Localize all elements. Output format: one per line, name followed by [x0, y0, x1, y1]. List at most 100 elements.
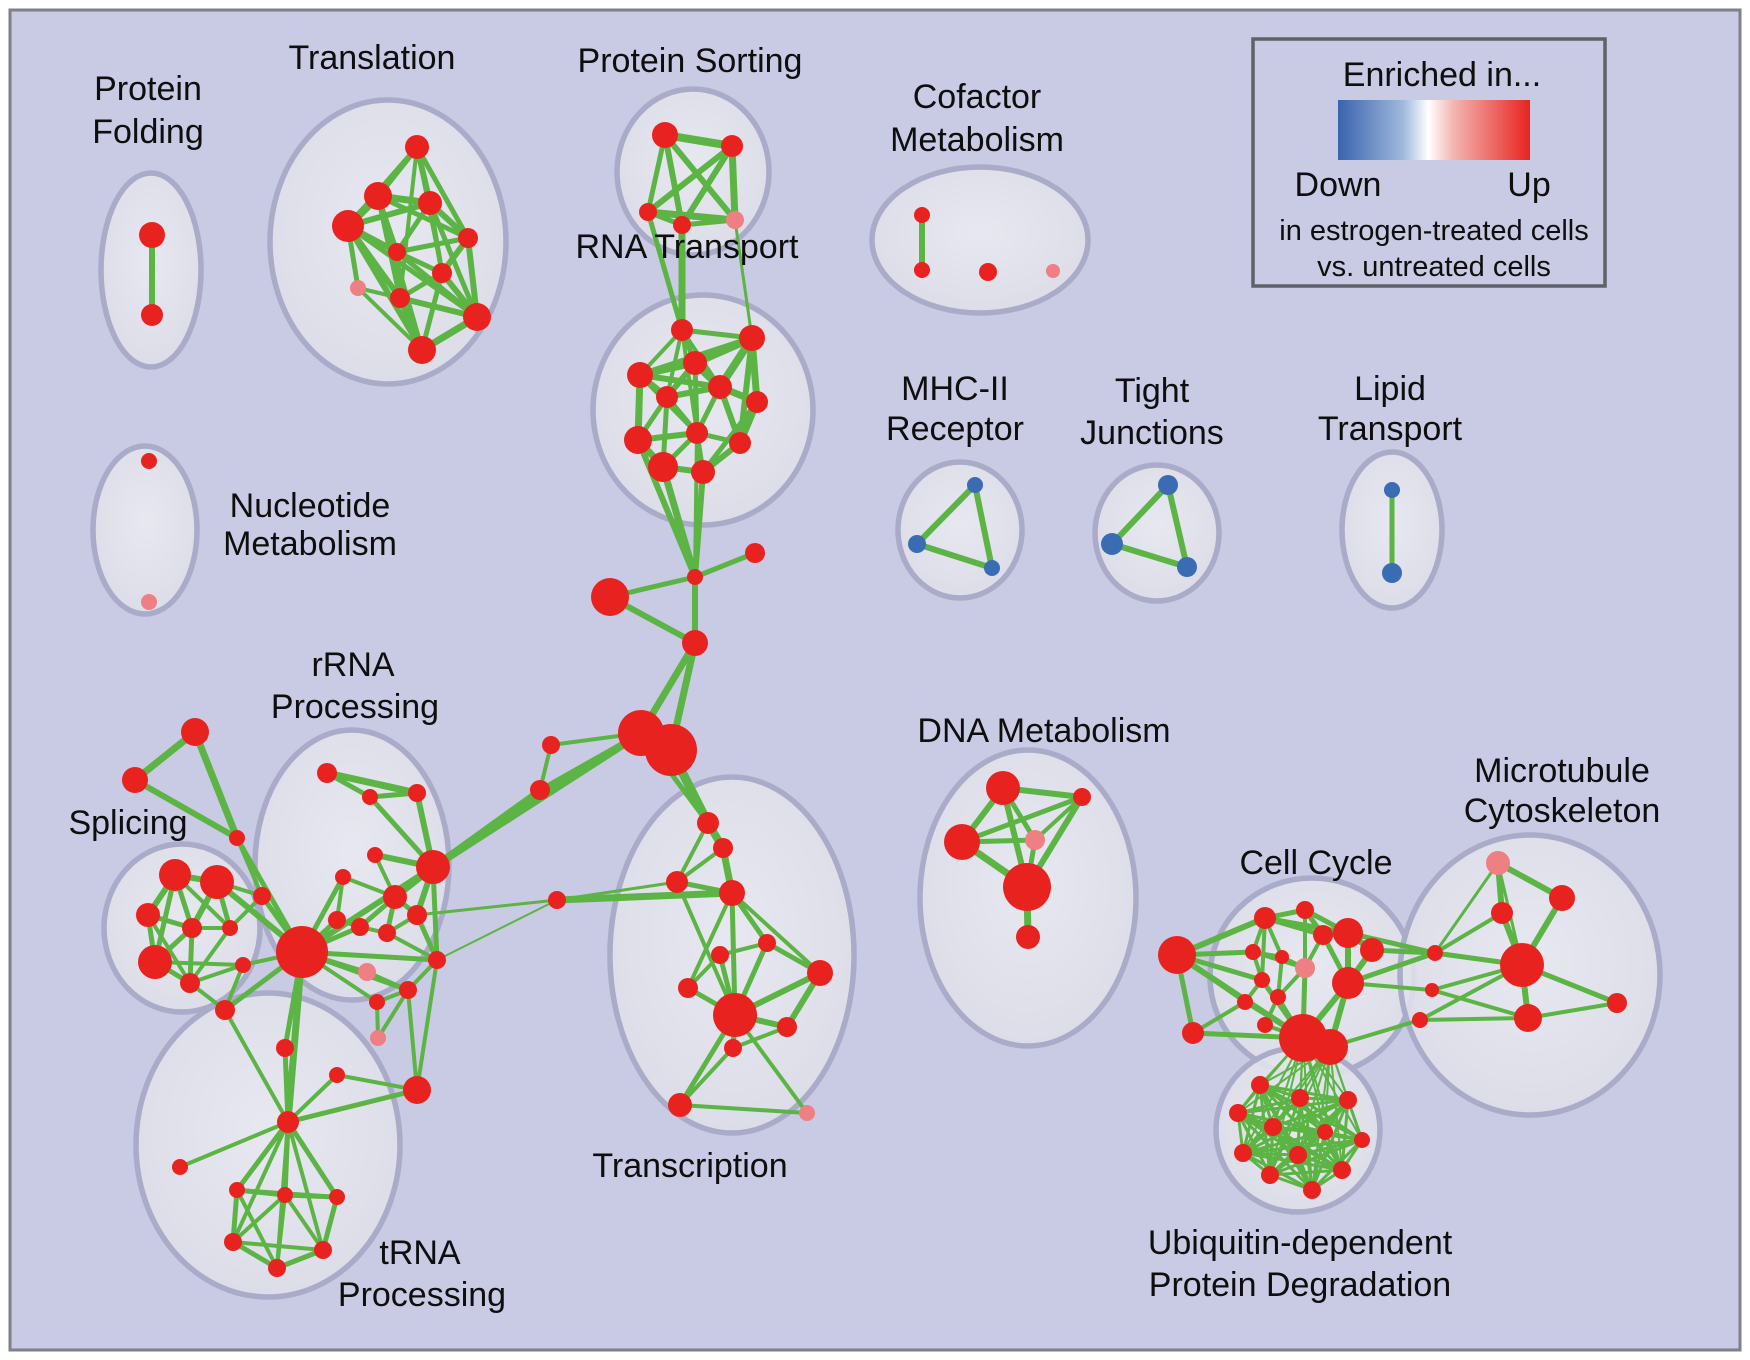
- node-g7: [1245, 944, 1261, 960]
- edge-j1-j3: [1165, 482, 1190, 570]
- node-n8: [268, 1259, 286, 1277]
- edge-q18-q16: [376, 988, 410, 1040]
- edge-m9-c3: [555, 880, 679, 902]
- node-u8: [1425, 983, 1439, 997]
- edge-n1-n3: [234, 1119, 291, 1193]
- node-q14: [428, 951, 446, 969]
- cluster-label-cofactor-metabolism-line2: Metabolism: [890, 121, 1064, 159]
- node-m6: [645, 724, 697, 776]
- node-d4: [1025, 830, 1045, 850]
- cluster-label-dna-metabolism: DNA Metabolism: [917, 712, 1170, 750]
- edge-q11-q14: [385, 931, 439, 962]
- node-u3: [1491, 902, 1513, 924]
- edge-r9-m1: [693, 431, 699, 579]
- edge-c12-c11: [678, 1046, 735, 1107]
- node-n3: [229, 1182, 245, 1198]
- node-g1: [1158, 936, 1196, 974]
- node-h3: [984, 560, 1000, 576]
- cluster-label-nucleotide-metabolism-line1: Nucleotide: [230, 487, 391, 525]
- node-r3: [683, 351, 707, 375]
- cluster-label-translation: Translation: [289, 39, 456, 77]
- edge-r11-m1: [659, 463, 699, 581]
- node-n5: [329, 1189, 345, 1205]
- edge-g17-b12: [1311, 1046, 1331, 1191]
- node-pf1: [139, 222, 165, 248]
- node-l2: [1382, 563, 1402, 583]
- node-p5: [726, 211, 744, 229]
- node-q17: [369, 994, 385, 1010]
- node-q1: [317, 763, 337, 783]
- node-t7: [432, 263, 452, 283]
- node-d3: [944, 824, 980, 860]
- node-c4: [719, 880, 745, 906]
- node-r4: [627, 362, 653, 388]
- edge-h2-h3: [914, 541, 995, 571]
- node-h1: [967, 477, 983, 493]
- edge-q13-n1: [284, 948, 306, 1126]
- node-c9: [713, 993, 757, 1037]
- node-q18: [370, 1030, 386, 1046]
- node-f2: [914, 262, 930, 278]
- node-g12: [1237, 994, 1253, 1010]
- node-x2: [200, 865, 234, 899]
- node-t9: [390, 288, 410, 308]
- node-g11: [1332, 967, 1364, 999]
- node-r11: [648, 452, 678, 482]
- edge-q12-m9: [415, 898, 559, 917]
- edge-t5-t6: [394, 235, 471, 255]
- node-u4: [1500, 943, 1544, 987]
- cluster-label-ubiquitin-degradation-line1: Ubiquitin-dependent: [1148, 1224, 1453, 1262]
- node-g13: [1270, 989, 1286, 1005]
- node-j3: [1177, 557, 1197, 577]
- cluster-label-protein-sorting: Protein Sorting: [578, 42, 803, 80]
- node-g8: [1275, 950, 1289, 964]
- node-g2: [1254, 907, 1276, 929]
- node-x1: [159, 859, 191, 891]
- node-g4: [1313, 925, 1333, 945]
- legend-down-label: Down: [1295, 166, 1382, 204]
- edge-r7-r12: [700, 399, 760, 475]
- node-c8: [678, 978, 698, 998]
- node-q13: [276, 926, 328, 978]
- node-t10: [463, 303, 491, 331]
- node-u2: [1549, 885, 1575, 911]
- edge-p5-r2: [733, 218, 754, 340]
- node-h2: [908, 535, 926, 553]
- node-u9: [1412, 1012, 1428, 1028]
- cluster-ellipse-nucleotide-metabolism: [90, 443, 200, 617]
- edge-n1-n6: [231, 1120, 290, 1244]
- node-f3: [979, 263, 997, 281]
- node-r10: [729, 432, 751, 454]
- edge-t1-t5: [414, 144, 471, 241]
- cluster-ellipse-cofactor-metabolism: [869, 164, 1091, 316]
- node-m8: [530, 780, 550, 800]
- node-x4: [182, 918, 202, 938]
- cluster-label-nucleotide-metabolism-line2: Metabolism: [223, 525, 397, 563]
- legend-up-label: Up: [1507, 166, 1550, 204]
- node-n7: [314, 1241, 332, 1259]
- edge-m9-c4: [553, 889, 736, 904]
- edge-c12-c13: [678, 1103, 809, 1115]
- node-x9: [215, 1000, 235, 1020]
- node-c2: [713, 838, 733, 858]
- node-r1: [671, 319, 693, 341]
- edge-n1-n7: [286, 1120, 325, 1252]
- cluster-labels-layer: ProteinFoldingNucleotideMetabolismTransl…: [68, 39, 1660, 1314]
- edge-n10-n1: [286, 1073, 339, 1124]
- node-r12: [691, 460, 715, 484]
- edge-t1-t9: [398, 145, 419, 300]
- node-t4: [332, 210, 364, 242]
- node-r6: [656, 386, 678, 408]
- node-g6: [1360, 938, 1384, 962]
- node-p3: [639, 203, 657, 221]
- edge-t8-t11: [356, 286, 424, 352]
- cluster-label-rna-transport: RNA Transport: [576, 228, 800, 266]
- node-q16: [399, 981, 417, 999]
- edge-b6-b8: [1241, 1130, 1327, 1155]
- edge-n1-n5: [285, 1119, 340, 1200]
- edge-u8-u6: [1430, 988, 1530, 1020]
- node-q11: [378, 924, 396, 942]
- cluster-label-microtubule-cytoskeleton-line2: Cytoskeleton: [1464, 792, 1661, 830]
- node-d5: [1003, 863, 1051, 911]
- node-c13: [799, 1105, 815, 1121]
